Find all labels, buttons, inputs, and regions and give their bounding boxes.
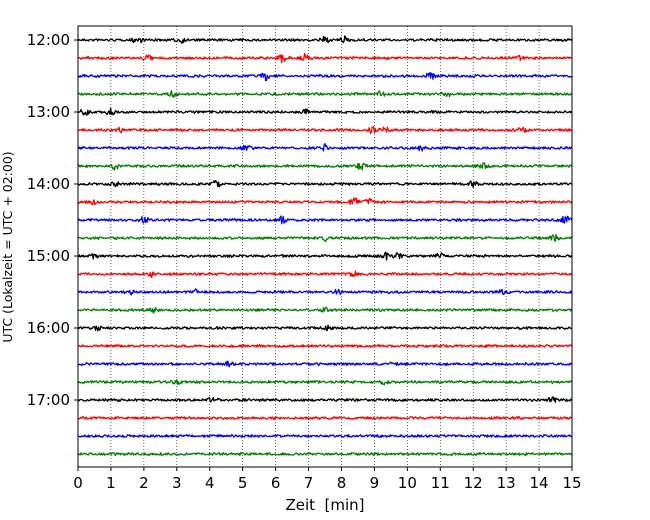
y-tick-label: 15:00	[27, 247, 70, 265]
x-tick-label: 10	[398, 474, 417, 492]
trace-line	[78, 434, 573, 438]
trace-line	[77, 360, 573, 368]
trace-line	[77, 379, 573, 386]
x-tick-label: 11	[431, 474, 450, 492]
y-tick-label: 16:00	[27, 319, 70, 337]
x-tick-label: 12	[464, 474, 483, 492]
x-tick-label: 4	[205, 474, 215, 492]
y-axis-label: UTC (Lokalzeit = UTC + 02:00)	[0, 151, 15, 342]
trace-line	[77, 72, 573, 82]
trace-line	[77, 197, 573, 206]
y-tick-label: 14:00	[27, 175, 70, 193]
trace-line	[77, 215, 573, 225]
x-tick-label: 15	[562, 474, 581, 492]
trace-line	[77, 233, 573, 243]
trace-line	[77, 415, 573, 420]
trace-line	[77, 35, 573, 44]
trace-line	[77, 162, 573, 171]
trace-line	[77, 143, 573, 152]
trace-group	[77, 35, 573, 457]
x-tick-label: 13	[497, 474, 516, 492]
x-tick-label: 9	[370, 474, 380, 492]
x-tick-label: 6	[271, 474, 281, 492]
y-tick-label: 13:00	[27, 103, 70, 121]
trace-line	[77, 288, 573, 296]
trace-line	[77, 324, 573, 332]
trace-line	[77, 343, 573, 349]
plot-frame	[77, 25, 573, 468]
x-tick-label: 0	[73, 474, 83, 492]
y-tick-label: 12:00	[27, 31, 70, 49]
trace-line	[77, 107, 573, 116]
x-axis: 0 1 2 3 4 5 6 7 8 9 10 11 12 13 14 15	[73, 467, 582, 492]
trace-line	[77, 52, 573, 64]
trace-line	[77, 396, 573, 403]
y-tick-label: 17:00	[27, 391, 70, 409]
trace-line	[77, 452, 573, 457]
trace-line	[77, 251, 573, 261]
trace-line	[77, 126, 573, 134]
x-axis-label: Zeit [min]	[285, 496, 364, 514]
x-tick-label: 5	[238, 474, 248, 492]
trace-line	[77, 90, 573, 98]
x-tick-label: 1	[106, 474, 116, 492]
x-tick-label: 8	[337, 474, 347, 492]
x-tick-label: 2	[139, 474, 149, 492]
trace-line	[77, 306, 573, 314]
x-tick-label: 3	[172, 474, 182, 492]
y-axis: 12:00 13:00 14:00 15:00 16:00 17:00	[27, 31, 78, 409]
trace-line	[77, 270, 573, 279]
trace-line	[77, 179, 573, 189]
x-tick-label: 7	[304, 474, 314, 492]
x-tick-label: 14	[530, 474, 549, 492]
